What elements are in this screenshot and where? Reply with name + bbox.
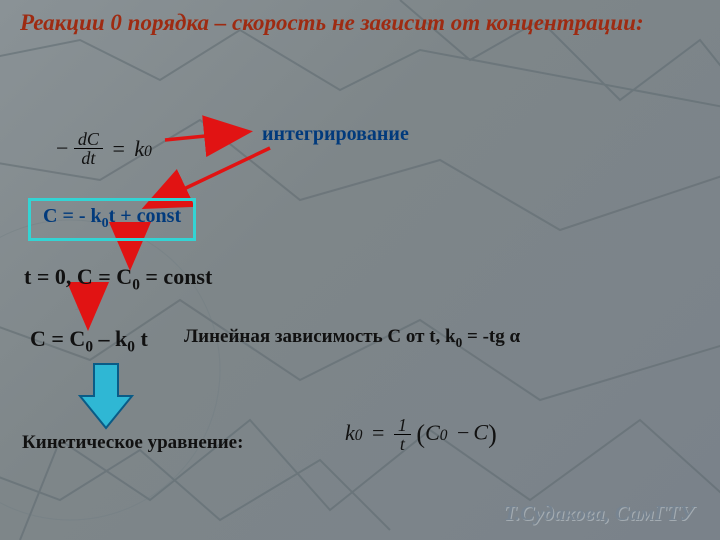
content-layer: Реакции 0 порядка – скорость не зависит … — [0, 0, 720, 540]
boxed-equation: С = - k0t + const — [28, 198, 196, 241]
linear-solution: C = С0 – k0 t — [30, 326, 148, 356]
denominator-t: t — [394, 435, 411, 453]
kinetic-equation: k0 = 1 t (C0 −C) — [345, 416, 497, 453]
numerator-1: 1 — [394, 416, 411, 435]
kinetic-label: Кинетическое уравнение: — [22, 432, 243, 454]
numerator: dC — [74, 130, 103, 149]
differential-equation: − dC dt = k0 — [56, 130, 152, 167]
linear-dependence-text: Линейная зависимость С от t, k0 = -tg α — [184, 326, 520, 351]
k-symbol: k0 — [134, 136, 151, 161]
minus-sign: − — [56, 136, 68, 161]
integrate-label: интегрирование — [262, 123, 409, 146]
fraction-dC-dt: dC dt — [74, 130, 103, 167]
initial-condition: t = 0, C = С0 = const — [24, 264, 212, 294]
slide-title: Реакции 0 порядка – скорость не зависит … — [20, 8, 680, 38]
denominator: dt — [74, 149, 103, 167]
block-arrow-icon — [76, 362, 136, 434]
author-watermark: Т.Судакова, СамГТУ — [503, 501, 694, 526]
slide: N Реакции 0 порядка – скорость не зависи… — [0, 0, 720, 540]
equals-sign: = — [108, 136, 128, 161]
